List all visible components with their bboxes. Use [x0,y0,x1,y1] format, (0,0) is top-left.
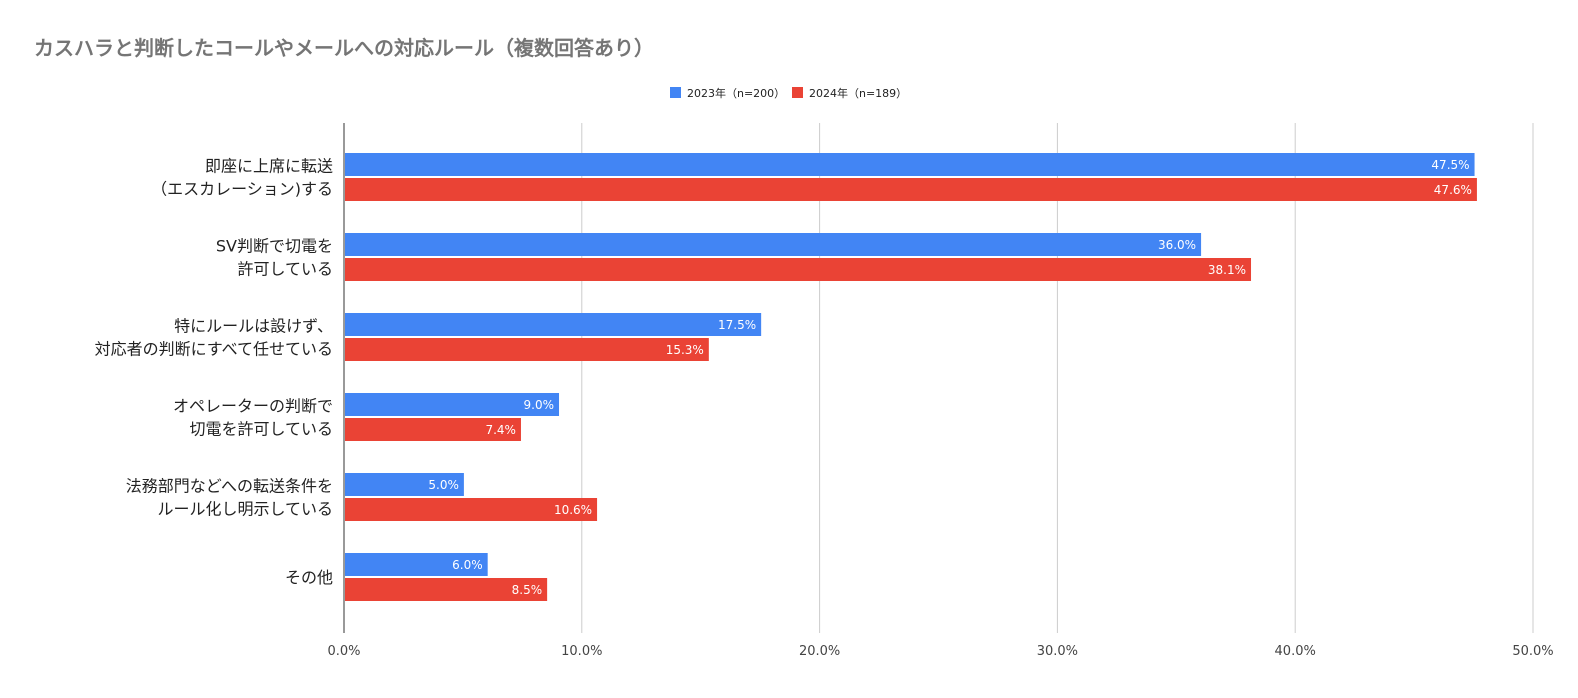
legend: 2023年（n=200） 2024年（n=189） [670,86,907,100]
category-label: その他 [285,568,333,587]
bar [345,338,709,361]
gridlines [343,123,1534,633]
chart-title: カスハラと判断したコールやメールへの対応ルール（複数回答あり） [34,36,654,60]
data-label: 5.0% [428,478,459,492]
data-label: 15.3% [666,343,704,357]
data-label: 17.5% [718,318,756,332]
data-label: 8.5% [512,583,543,597]
bar [345,473,464,496]
category-label: 即座に上席に転送 [205,157,333,176]
legend-label: 2023年（n=200） [687,86,785,100]
data-label: 9.0% [524,398,555,412]
data-label: 6.0% [452,558,483,572]
category-label: 許可している [237,260,333,279]
legend-swatch [670,87,681,98]
data-label: 36.0% [1158,238,1196,252]
category-label: 切電を許可している [189,420,333,439]
category-label: SV判断で切電を [216,237,333,256]
data-label: 47.6% [1434,183,1472,197]
data-label: 38.1% [1208,263,1246,277]
category-label: 特にルールは設けず、 [174,317,333,336]
bar [345,553,488,576]
bar [345,258,1252,281]
category-label: 法務部門などへの転送条件を [126,477,333,496]
legend-label: 2024年（n=189） [809,86,907,100]
data-label: 10.6% [554,503,592,517]
data-label: 47.5% [1431,158,1469,172]
bar [345,313,762,336]
bar [345,178,1477,201]
data-label: 7.4% [485,423,516,437]
category-labels: 即座に上席に転送 （エスカレーション)する SV判断で切電を許可している特にルールは… [95,157,333,588]
category-label: ルール化し明示している [157,500,333,519]
bar [345,418,521,441]
bars: 47.5% 47.6% 36.0% 38.1% 17.5% 15.3% 9.0% 7.4% 5.… [345,153,1477,601]
x-tick-label: 20.0% [799,644,840,659]
bar [345,498,598,521]
bar [345,233,1202,256]
bar [345,153,1475,176]
x-axis-ticks: 0.0% 10.0% 20.0% 30.0% 40.0% 50.0% [327,644,1553,659]
legend-swatch [792,87,803,98]
category-label: 対応者の判断にすべて任せている [95,340,333,359]
x-tick-label: 50.0% [1512,644,1553,659]
category-label: オペレーターの判断で [173,397,333,416]
x-tick-label: 40.0% [1275,644,1316,659]
category-label: （エスカレーション)する [151,180,333,199]
bar [345,393,560,416]
x-tick-label: 0.0% [327,644,360,659]
x-tick-label: 10.0% [561,644,602,659]
bar [345,578,548,601]
x-tick-label: 30.0% [1037,644,1078,659]
